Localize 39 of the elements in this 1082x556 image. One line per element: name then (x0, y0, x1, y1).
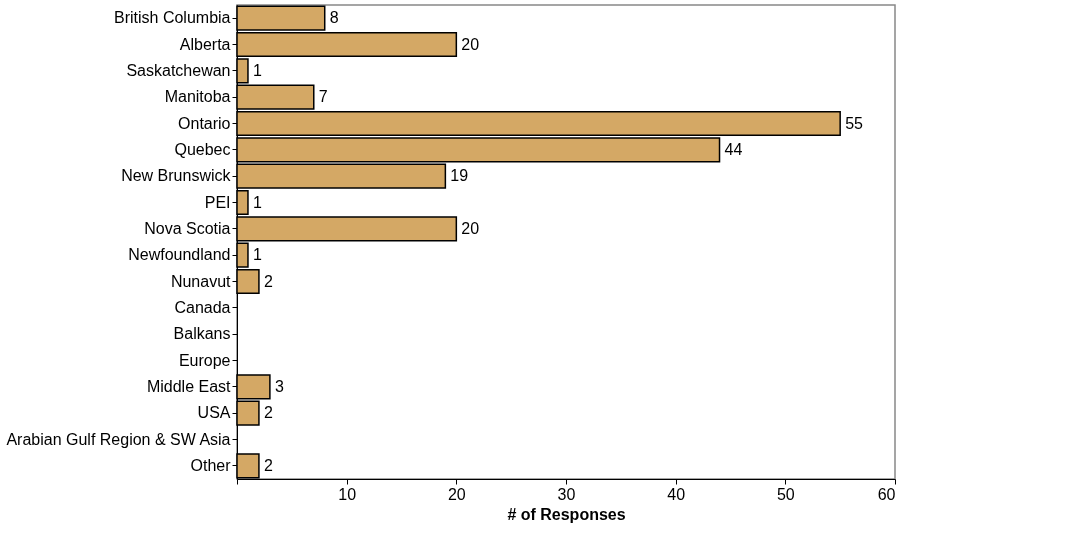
x-tick-label: 40 (667, 485, 686, 503)
y-tick-label: Ontario (178, 114, 231, 132)
x-tick-label: 50 (776, 485, 795, 503)
y-tick-label: Middle East (146, 377, 232, 395)
y-tick-label: USA (197, 404, 231, 422)
y-tick-label: Arabian Gulf Region & SW Asia (6, 430, 231, 448)
y-tick-label: Europe (178, 351, 231, 369)
y-tick-label: British Columbia (114, 9, 231, 27)
x-tick-label: 20 (447, 485, 466, 503)
data-label: 2 (263, 456, 273, 474)
data-label: 20 (461, 35, 480, 53)
data-label: 1 (252, 193, 262, 211)
y-tick-label: Balkans (173, 325, 231, 343)
y-tick-label: Saskatchewan (126, 61, 231, 79)
y-tick-label: Manitoba (164, 88, 231, 106)
y-tick-label: Other (190, 456, 232, 474)
data-label: 3 (274, 377, 284, 395)
x-tick-label: 10 (338, 485, 357, 503)
data-label: 8 (329, 9, 339, 27)
data-label: 2 (263, 272, 273, 290)
y-tick-label: Quebec (174, 140, 231, 158)
y-tick-label: New Brunswick (121, 167, 232, 185)
data-label: 1 (252, 246, 262, 264)
data-label: 19 (450, 167, 469, 185)
y-tick-label: Canada (174, 298, 231, 316)
x-tick-label: 60 (877, 485, 896, 503)
data-label: 7 (318, 88, 328, 106)
data-label: 20 (461, 219, 480, 237)
x-tick-label: 30 (557, 485, 576, 503)
y-tick-label: Nova Scotia (144, 219, 231, 237)
y-tick-label: PEI (204, 193, 231, 211)
data-label: 2 (263, 404, 273, 422)
y-tick-label: Newfoundland (128, 246, 231, 264)
data-label: 44 (724, 140, 743, 158)
y-tick-label: Alberta (179, 35, 231, 53)
data-label: 1 (252, 61, 262, 79)
x-axis-title: # of Responses (507, 505, 626, 523)
y-tick-label: Nunavut (170, 272, 232, 290)
data-label: 55 (845, 114, 864, 132)
